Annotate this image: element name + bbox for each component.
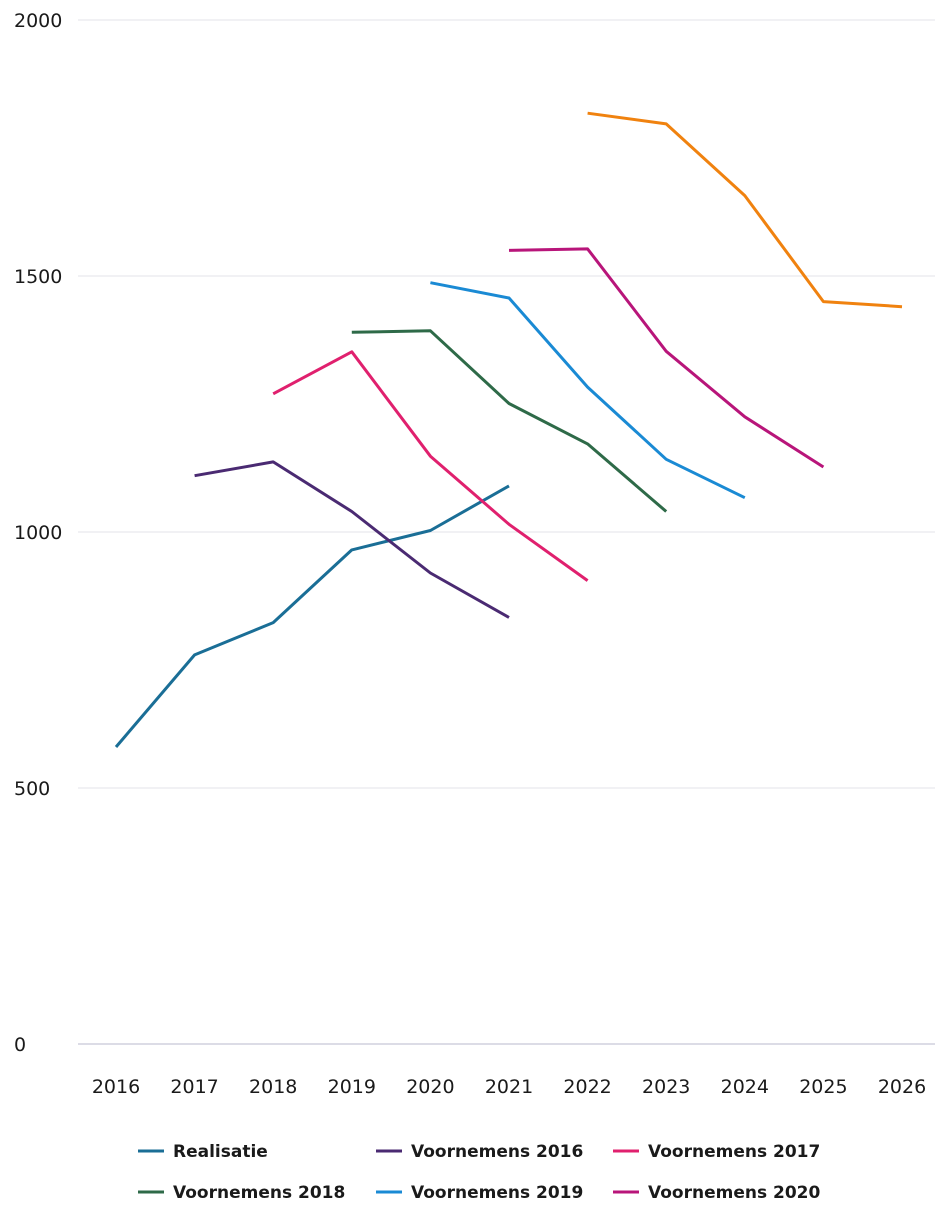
legend-label: Voornemens 2020 — [648, 1183, 820, 1203]
series-lines — [114, 111, 903, 748]
x-tick-label: 2020 — [406, 1076, 454, 1098]
x-tick-label: 2023 — [642, 1076, 690, 1098]
legend-label: Voornemens 2019 — [411, 1183, 583, 1203]
series-line-1 — [194, 460, 510, 619]
y-tick-label: 2000 — [14, 10, 62, 32]
y-axis-tick-labels: 0 500 1000 1500 2000 — [14, 10, 62, 1056]
legend-label: Voornemens 2017 — [648, 1142, 820, 1162]
series-line-6 — [587, 111, 903, 309]
grid-lines — [78, 19, 935, 1045]
x-tick-label: 2026 — [878, 1076, 926, 1098]
series-line-3 — [351, 329, 668, 513]
legend-label: Voornemens 2016 — [411, 1142, 583, 1162]
series-line-5 — [508, 247, 825, 469]
y-tick-label: 1500 — [14, 266, 62, 288]
series-line-4 — [430, 281, 746, 500]
x-axis-tick-labels: 2016 2017 2018 2019 2020 2021 2022 2023 2024 2025… — [92, 1076, 926, 1098]
y-tick-label: 0 — [14, 1034, 26, 1056]
legend-label: Voornemens 2018 — [173, 1183, 345, 1203]
x-tick-label: 2022 — [563, 1076, 611, 1098]
y-tick-label: 1000 — [14, 522, 62, 544]
y-tick-label: 500 — [14, 778, 50, 800]
x-tick-label: 2021 — [485, 1076, 533, 1098]
x-tick-label: 2024 — [721, 1076, 769, 1098]
x-tick-label: 2018 — [249, 1076, 297, 1098]
x-tick-label: 2016 — [92, 1076, 140, 1098]
x-tick-label: 2019 — [328, 1076, 376, 1098]
series-line-0 — [114, 484, 510, 748]
x-tick-label: 2025 — [799, 1076, 847, 1098]
legend-label: Realisatie — [173, 1142, 268, 1162]
legend: Realisatie Voornemens 2016 Voornemens 2017… — [138, 1142, 820, 1203]
x-tick-label: 2017 — [170, 1076, 218, 1098]
series-line-2 — [272, 350, 589, 582]
